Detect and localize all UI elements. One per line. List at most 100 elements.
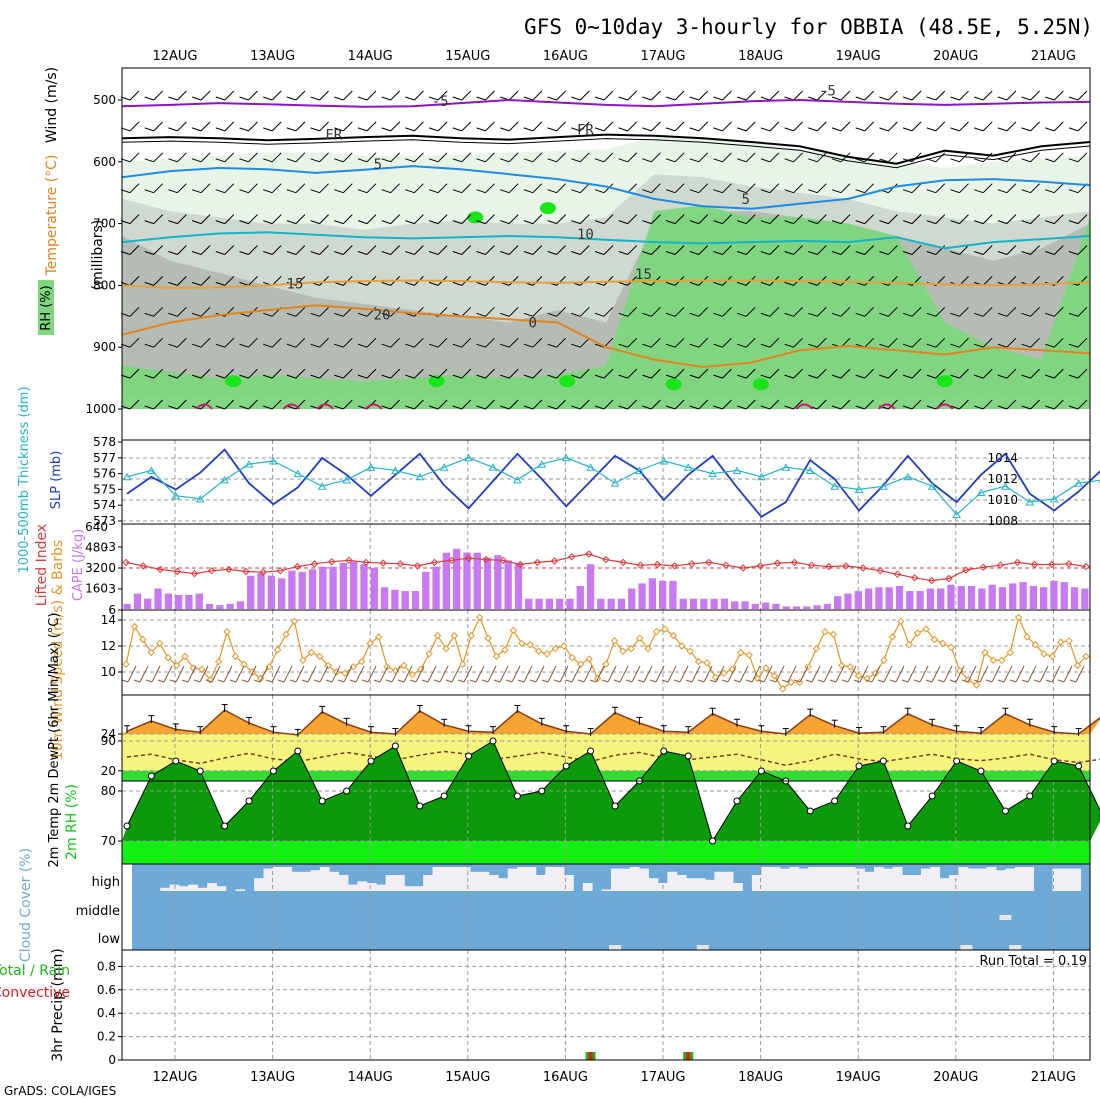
li-marker <box>430 558 439 567</box>
upper-wind-barb <box>713 183 732 194</box>
thickness-marker <box>879 482 888 490</box>
upper-wind-barb <box>855 214 875 225</box>
cape-bar <box>792 606 801 609</box>
wind10-barb <box>409 665 425 683</box>
cape-bar <box>1019 582 1027 609</box>
upper-wind-barb <box>381 337 401 348</box>
upper-wind-barb <box>428 399 448 410</box>
thickness-marker <box>586 463 595 471</box>
upper-wind-barb <box>191 306 211 317</box>
cape-frame <box>121 523 1091 611</box>
upper-wind-barb <box>737 245 756 255</box>
upper-wind-barb <box>310 152 329 163</box>
upper-wind-barb <box>523 337 543 348</box>
upper-wind-barb <box>571 245 590 255</box>
upper-wind-barb <box>713 245 732 255</box>
upper-wind-barb <box>618 152 638 163</box>
cape-bar <box>308 569 317 609</box>
cloud-high-gap <box>432 867 443 891</box>
upper-wind-barb <box>571 306 590 317</box>
upper-wind-barb <box>689 183 709 194</box>
upper-wind-barb <box>784 399 803 410</box>
wind10-marker <box>299 656 307 665</box>
wind10-barb <box>1021 665 1037 683</box>
upper-wind-barb <box>357 368 377 379</box>
cape-bar <box>154 588 162 609</box>
cape-bar <box>937 588 945 609</box>
cape-bar <box>535 598 543 609</box>
cloud-high-gap <box>704 879 715 891</box>
cloud-high-gap <box>996 870 1006 891</box>
upper-wind-barb <box>760 399 780 410</box>
contour-label: 0 <box>529 315 537 331</box>
wind10-barb <box>925 665 941 683</box>
wind10-marker <box>130 622 139 631</box>
upper-wind-barb <box>428 337 448 348</box>
cloud-high-gap <box>207 883 217 891</box>
upper-wind-barb <box>950 245 969 255</box>
li-marker <box>259 568 267 576</box>
wind10-barb <box>181 665 197 683</box>
upper-wind-barb <box>997 368 1017 379</box>
thickness-marker <box>561 453 571 462</box>
upper-wind-barb <box>571 152 590 163</box>
cloud-high-gap <box>827 867 837 891</box>
rh2m-marker <box>513 792 521 800</box>
wind10-barb <box>253 665 269 683</box>
cape-bar <box>597 598 605 609</box>
cape-bar <box>689 598 698 609</box>
wind10-barb <box>433 665 449 683</box>
date-label-bottom: 16AUG <box>543 1070 588 1085</box>
upper-wind-barb <box>334 245 353 255</box>
wind10-barb <box>997 665 1013 683</box>
upper-wind-barb <box>357 121 377 132</box>
wind10-barb <box>541 665 557 683</box>
wind10-marker <box>551 644 560 653</box>
cloud-high-gap <box>404 886 415 891</box>
cape-bar <box>473 552 481 609</box>
upper-wind-barb <box>476 183 495 194</box>
wind10-marker <box>139 635 147 644</box>
precip-tick-label: 0.2 <box>97 1030 116 1044</box>
wind10-marker <box>442 644 450 653</box>
legend-rh: RH (%) <box>39 285 54 330</box>
cape-bar <box>216 605 224 609</box>
wind10-line <box>125 615 1087 690</box>
li-marker <box>722 561 730 569</box>
date-label-top: 20AUG <box>933 49 978 64</box>
wind10-marker <box>838 661 846 670</box>
wind10-marker <box>543 650 551 658</box>
cape-bar <box>607 598 615 609</box>
rh2m-marker <box>587 747 595 755</box>
wind10-marker <box>282 630 290 639</box>
upper-wind-barb <box>997 214 1017 225</box>
upper-wind-barb <box>571 121 590 132</box>
li-marker <box>1065 560 1073 568</box>
upper-wind-barb <box>808 368 827 379</box>
wind10-marker <box>703 659 711 667</box>
wind10-marker <box>753 674 762 683</box>
wind10-marker <box>147 648 155 657</box>
upper-wind-barb <box>1068 245 1088 255</box>
cloud-high-gap <box>413 886 424 891</box>
upper-wind-barb <box>239 276 258 286</box>
cape-bar <box>576 585 584 609</box>
wind10-marker <box>122 660 130 668</box>
wind10-barb <box>649 665 665 683</box>
wind10-marker <box>812 644 821 653</box>
li-marker <box>190 569 199 578</box>
li-marker <box>670 562 679 570</box>
upper-wind-barb <box>760 368 780 379</box>
cloud-high-gap <box>254 878 264 891</box>
thickness-axis-label: 1000-500mb Thickness (dm) <box>17 386 32 573</box>
upper-wind-barb <box>594 121 614 132</box>
li-marker <box>1030 560 1039 569</box>
wind10-marker <box>652 627 661 636</box>
upper-wind-barb <box>334 399 353 410</box>
rh-spot <box>559 375 576 388</box>
upper-wind-barb <box>950 214 969 225</box>
rh-spot <box>539 202 556 215</box>
wind10-barb <box>1057 665 1073 683</box>
wind10-barb <box>601 665 617 683</box>
rh2m-marker <box>269 767 277 775</box>
